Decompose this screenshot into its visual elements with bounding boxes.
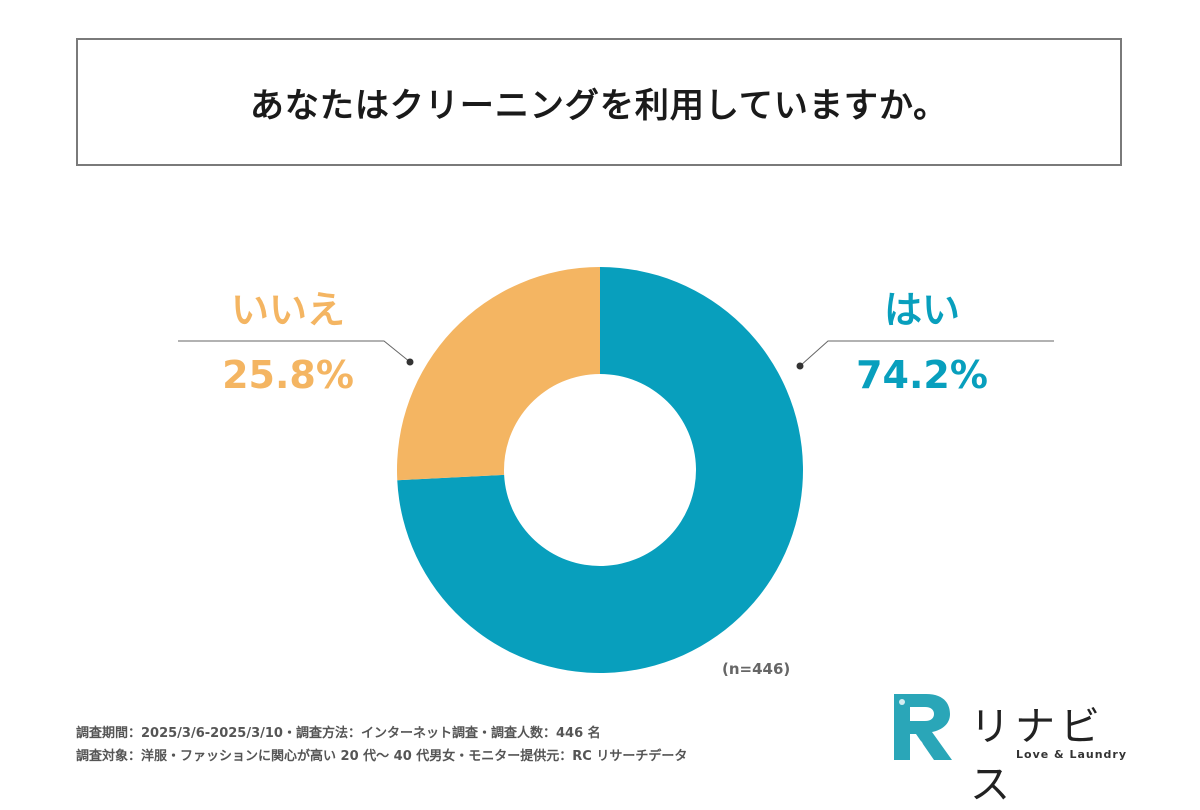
leader-dot-no: [406, 358, 414, 366]
sample-size-note: (n=446): [722, 660, 791, 678]
slice-yes: [397, 267, 803, 673]
logo-tagline: Love & Laundry: [1016, 748, 1128, 761]
label-value-no: 25.8%: [222, 353, 354, 397]
leader-dot-yes: [796, 362, 804, 370]
leader-line-yes: [799, 340, 1054, 367]
brand-logo: リナビス Love & Laundry: [888, 690, 1128, 808]
label-category-yes: はい: [884, 288, 960, 332]
leader-line-no: [178, 340, 411, 363]
survey-note-line-1: 調査期間：2025/3/6-2025/3/10・調査方法：インターネット調査・調…: [76, 726, 601, 741]
logo-mark-icon: [894, 694, 952, 760]
label-value-yes: 74.2%: [856, 353, 988, 397]
label-category-no: いいえ: [231, 288, 345, 332]
page-title: あなたはクリーニングを利用していますか。: [249, 85, 949, 126]
slice-no: [397, 267, 600, 481]
title-box: あなたはクリーニングを利用していますか。: [76, 38, 1122, 166]
survey-notes: 調査期間：2025/3/6-2025/3/10・調査方法：インターネット調査・調…: [76, 722, 687, 768]
survey-note-line-2: 調査対象：洋服・ファッションに関心が高い 20 代〜 40 代男女・モニター提供…: [76, 749, 688, 764]
